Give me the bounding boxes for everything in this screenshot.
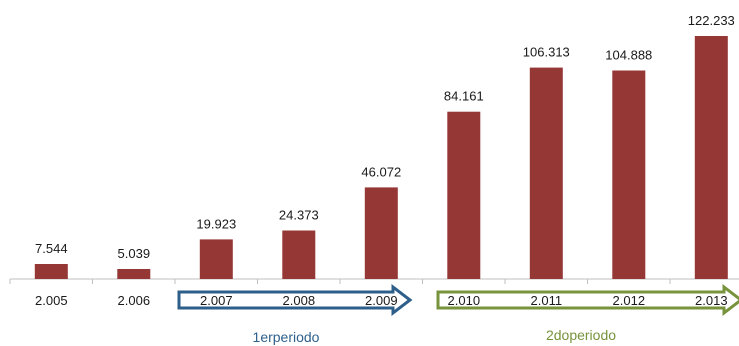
value-label-2.011: 106.313 xyxy=(523,45,570,60)
x-tick-label-2.010: 2.010 xyxy=(448,293,481,308)
bar-2.012 xyxy=(612,70,646,279)
value-labels-group: 7.544 5.039 19.923 24.373 46.072 84.161 106.31… xyxy=(35,13,735,261)
tick-labels-group: 2.005 2.006 2.007 2.008 2.009 2.010 2.011 2.012… xyxy=(35,293,728,308)
bar-2.006 xyxy=(117,269,151,279)
value-label-2.008: 24.373 xyxy=(279,208,319,223)
bar-2.009 xyxy=(364,187,398,279)
bar-2.008 xyxy=(282,230,316,279)
x-tick-label-2.009: 2.009 xyxy=(365,293,398,308)
period-label-2doperiodo: 2doperiodo xyxy=(546,327,616,343)
value-label-2.012: 104.888 xyxy=(605,48,652,63)
x-tick-label-2.005: 2.005 xyxy=(35,293,68,308)
value-label-2.006: 5.039 xyxy=(118,246,151,261)
bar-2.011 xyxy=(529,67,563,279)
bar-2.013 xyxy=(694,36,728,279)
period-arrow-1erperiodo xyxy=(177,283,413,317)
bar-2.005 xyxy=(34,264,68,279)
value-label-2.005: 7.544 xyxy=(35,241,68,256)
period-arrow-2doperiodo xyxy=(436,283,739,317)
tick-marks-group xyxy=(9,279,671,284)
period-arrows-group: 1erperiodo 2doperiodo xyxy=(177,283,739,345)
x-tick-label-2.008: 2.008 xyxy=(283,293,316,308)
x-tick-label-2.012: 2.012 xyxy=(613,293,646,308)
x-tick-label-2.006: 2.006 xyxy=(118,293,151,308)
value-label-2.010: 84.161 xyxy=(444,89,484,104)
x-tick-label-2.011: 2.011 xyxy=(531,293,563,308)
value-label-2.007: 19.923 xyxy=(196,216,236,231)
bar-2.007 xyxy=(199,239,233,279)
value-label-2.009: 46.072 xyxy=(361,164,401,179)
period-label-1erperiodo: 1erperiodo xyxy=(253,329,320,345)
value-label-2.013: 122.233 xyxy=(688,13,735,28)
x-tick-label-2.013: 2.013 xyxy=(695,293,728,308)
bars-group xyxy=(34,36,728,279)
bar-2.010 xyxy=(447,111,481,279)
x-tick-label-2.007: 2.007 xyxy=(200,293,233,308)
